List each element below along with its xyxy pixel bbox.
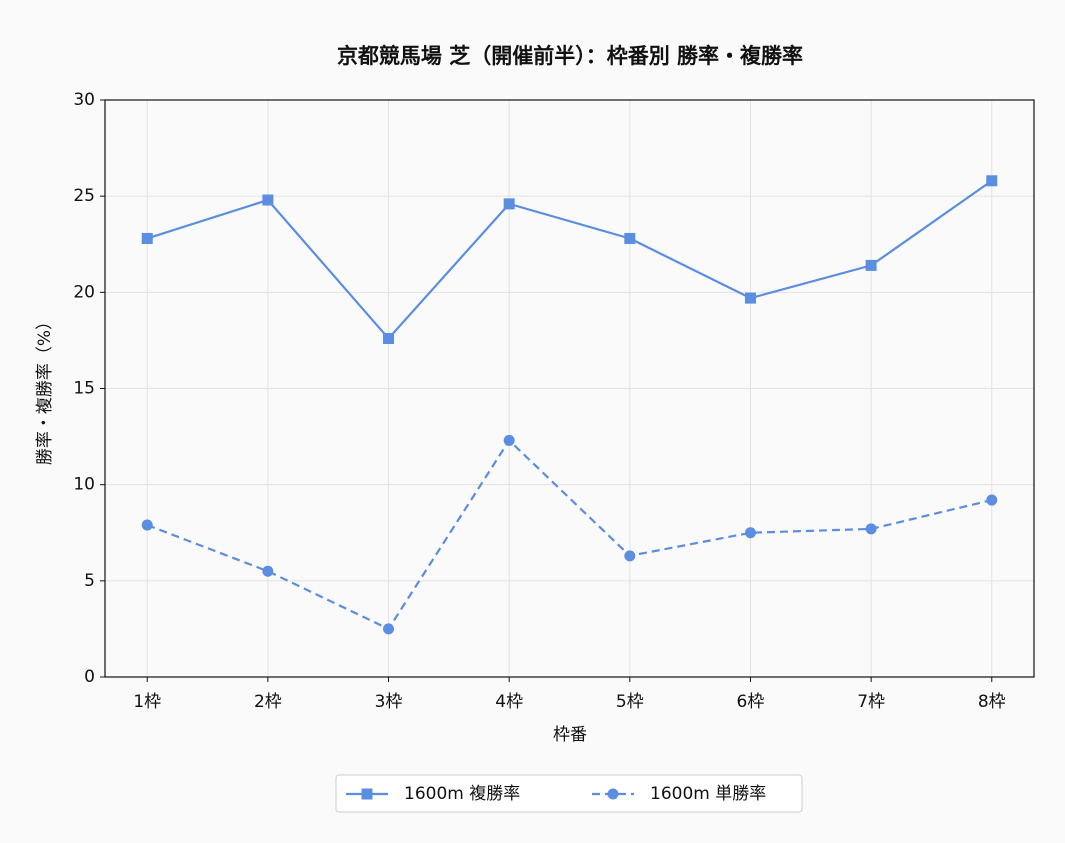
y-tick-label: 10	[73, 475, 95, 495]
x-tick-label: 1枠	[133, 692, 161, 712]
marker	[624, 232, 636, 244]
legend: 1600m 複勝率 1600m 単勝率	[335, 774, 803, 813]
y-tick-label: 15	[73, 379, 95, 399]
marker	[503, 198, 515, 210]
marker	[624, 550, 636, 562]
series-line	[146, 179, 993, 341]
y-tick-label: 30	[73, 90, 95, 110]
marker	[607, 788, 619, 800]
marker	[361, 788, 373, 800]
marker	[141, 232, 153, 244]
x-tick-label: 2枠	[254, 692, 282, 712]
marker	[744, 527, 756, 539]
marker	[503, 434, 515, 446]
marker	[262, 565, 274, 577]
marker	[262, 194, 274, 206]
marker	[865, 259, 877, 271]
x-tick-label: 7枠	[857, 692, 885, 712]
marker	[986, 494, 998, 506]
x-tick-label: 6枠	[737, 692, 765, 712]
marker	[865, 523, 877, 535]
plot-frame	[104, 99, 1035, 678]
legend-label: 1600m 複勝率	[404, 784, 520, 804]
chart-title: 京都競馬場 芝（開催前半）：枠番別 勝率・複勝率	[337, 44, 803, 68]
x-tick-label: 8枠	[978, 692, 1006, 712]
marker	[383, 623, 395, 635]
y-axis-label: 勝率・複勝率（%）	[35, 313, 55, 465]
marker	[141, 519, 153, 531]
x-axis-label: 枠番	[553, 725, 587, 745]
y-tick-label: 0	[84, 667, 95, 687]
marker	[383, 332, 395, 344]
y-tick-label: 20	[73, 282, 95, 302]
x-tick-label: 4枠	[495, 692, 523, 712]
marker	[986, 175, 998, 187]
y-tick-label: 5	[84, 571, 95, 591]
legend-box	[335, 774, 803, 813]
series-line	[146, 438, 993, 631]
legend-label: 1600m 単勝率	[650, 784, 766, 804]
x-tick-label: 5枠	[616, 692, 644, 712]
y-tick-label: 25	[73, 186, 95, 206]
marker	[744, 292, 756, 304]
x-tick-label: 3枠	[375, 692, 403, 712]
